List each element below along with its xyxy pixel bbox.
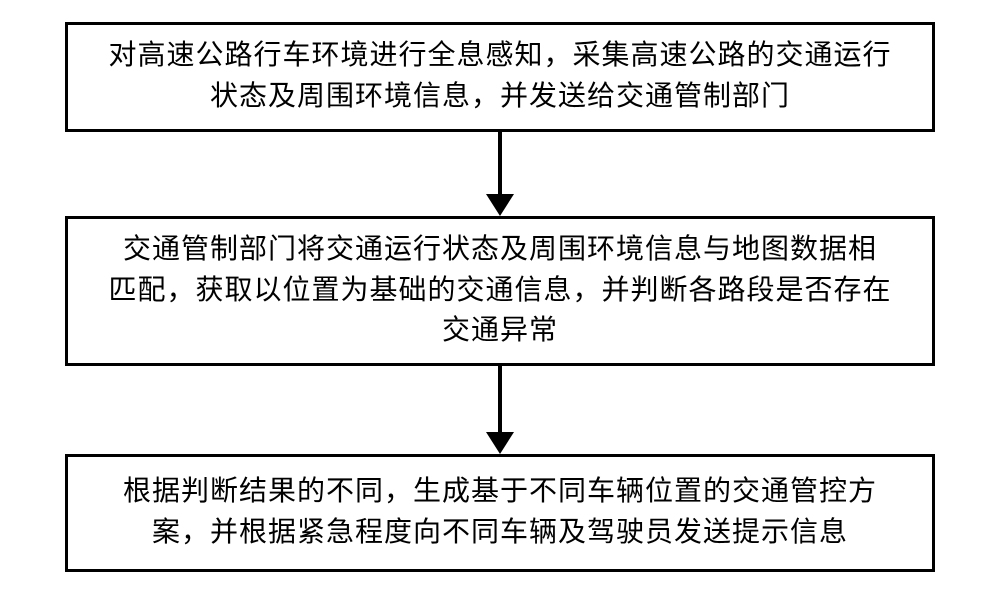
flow-node-text: 交通管制部门将交通运行状态及周围环境信息与地图数据相 匹配，获取以位置为基础的交… xyxy=(108,230,891,352)
arrow-shaft xyxy=(498,132,502,198)
flow-node-text: 对高速公路行车环境进行全息感知，采集高速公路的交通运行 状态及周围环境信息，并发… xyxy=(108,36,891,117)
flow-node-3: 根据判断结果的不同，生成基于不同车辆位置的交通管控方 案，并根据紧急程度向不同车… xyxy=(65,454,935,572)
flow-arrow-2 xyxy=(486,366,514,454)
arrow-head-icon xyxy=(486,432,514,454)
flow-arrow-1 xyxy=(486,132,514,216)
flowchart: 对高速公路行车环境进行全息感知，采集高速公路的交通运行 状态及周围环境信息，并发… xyxy=(0,0,1000,594)
arrow-shaft xyxy=(498,366,502,436)
flow-node-1: 对高速公路行车环境进行全息感知，采集高速公路的交通运行 状态及周围环境信息，并发… xyxy=(65,22,935,132)
flow-node-2: 交通管制部门将交通运行状态及周围环境信息与地图数据相 匹配，获取以位置为基础的交… xyxy=(65,216,935,366)
flow-node-text: 根据判断结果的不同，生成基于不同车辆位置的交通管控方 案，并根据紧急程度向不同车… xyxy=(123,472,877,553)
arrow-head-icon xyxy=(486,194,514,216)
